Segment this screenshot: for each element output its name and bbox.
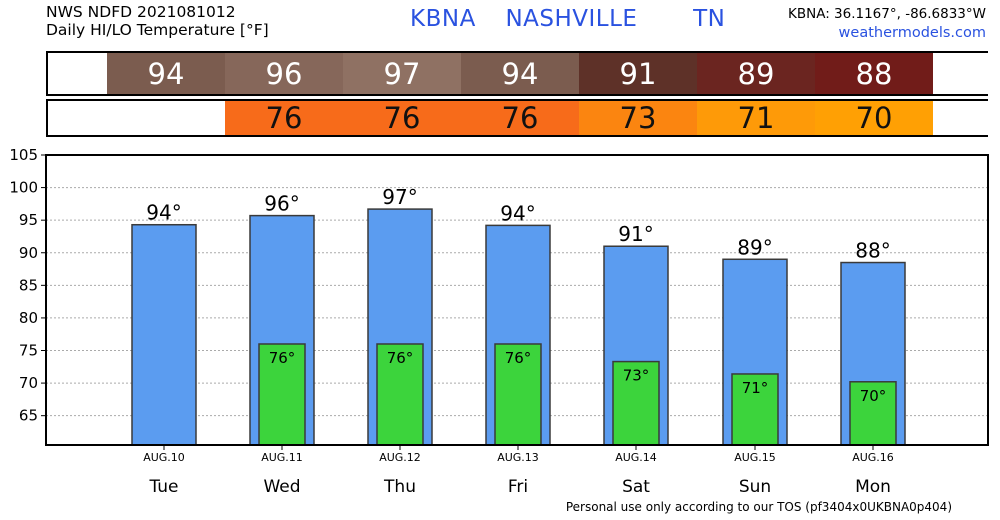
x-day-label: Sun <box>739 477 771 497</box>
low-cell: 73 <box>579 101 697 135</box>
x-day-label: Mon <box>855 477 891 497</box>
high-bar-label: 88° <box>855 239 890 263</box>
low-bar-label: 71° <box>742 379 769 397</box>
high-cell: 97 <box>343 53 461 94</box>
high-bar-label: 91° <box>618 222 653 246</box>
high-cell: 96 <box>225 53 343 94</box>
high-cell: 94 <box>107 53 225 94</box>
x-date-label: AUG.12 <box>379 451 421 464</box>
low-cell <box>48 101 107 135</box>
x-date-label: AUG.11 <box>261 451 303 464</box>
high-bar-label: 96° <box>264 192 299 216</box>
low-bar <box>612 360 660 446</box>
y-tick-label: 70 <box>19 374 38 392</box>
y-tick-label: 85 <box>19 276 38 294</box>
x-day-label: Fri <box>508 477 528 497</box>
low-cell: 76 <box>461 101 579 135</box>
y-tick-label: 105 <box>9 146 38 164</box>
high-cell <box>48 53 107 94</box>
x-date-label: AUG.10 <box>143 451 185 464</box>
low-bar <box>376 343 424 446</box>
y-tick-label: 75 <box>19 342 38 360</box>
high-temperature-strip: 94 96 97 94 91 89 88 <box>46 51 990 96</box>
low-cell <box>933 101 990 135</box>
chart-header-left: NWS NDFD 2021081012 Daily HI/LO Temperat… <box>46 3 269 39</box>
y-tick-label: 90 <box>19 244 38 262</box>
high-cell: 94 <box>461 53 579 94</box>
x-day-label: Sat <box>622 477 650 497</box>
low-cell: 71 <box>697 101 815 135</box>
model-run-label: NWS NDFD 2021081012 <box>46 3 236 21</box>
high-cell <box>933 53 990 94</box>
station-coordinates: KBNA: 36.1167°, -86.6833°W <box>787 6 986 22</box>
low-bar-label: 76° <box>505 349 532 367</box>
high-cell: 89 <box>697 53 815 94</box>
station-state: TN <box>693 6 726 32</box>
station-code: KBNA <box>410 6 476 32</box>
low-bar <box>494 343 542 446</box>
y-tick-label: 95 <box>19 211 38 229</box>
low-bar-label: 73° <box>623 367 650 385</box>
x-day-label: Wed <box>263 477 300 497</box>
low-temperature-strip: 76 76 76 73 71 70 <box>46 99 990 137</box>
y-tick-label: 80 <box>19 309 38 327</box>
station-name: NASHVILLE <box>505 6 638 32</box>
low-bar <box>731 373 779 446</box>
chart-header-right: KBNA: 36.1167°, -86.6833°W weathermodels… <box>788 5 986 43</box>
station-title: KBNA NASHVILLE TN <box>410 6 725 32</box>
low-bar-label: 70° <box>860 387 887 405</box>
low-cell: 76 <box>225 101 343 135</box>
low-bar <box>849 381 897 446</box>
x-day-label: Tue <box>148 477 178 497</box>
low-bar-label: 76° <box>387 349 414 367</box>
high-cell: 88 <box>815 53 933 94</box>
plot-frame <box>45 154 989 446</box>
low-cell <box>107 101 225 135</box>
high-cell: 91 <box>579 53 697 94</box>
high-bar <box>131 223 197 446</box>
high-bar-label: 89° <box>737 235 772 259</box>
x-date-label: AUG.15 <box>734 451 776 464</box>
low-cell: 76 <box>343 101 461 135</box>
y-tick-label: 65 <box>19 407 38 425</box>
y-tick-label: 100 <box>9 179 38 197</box>
x-date-label: AUG.14 <box>615 451 657 464</box>
low-cell: 70 <box>815 101 933 135</box>
chart-title: Daily HI/LO Temperature [°F] <box>46 21 269 39</box>
site-link[interactable]: weathermodels.com <box>838 25 986 41</box>
terms-footer: Personal use only according to our TOS (… <box>565 500 952 514</box>
low-bar <box>258 343 306 446</box>
x-day-label: Thu <box>383 477 416 497</box>
x-date-label: AUG.13 <box>497 451 539 464</box>
x-date-label: AUG.16 <box>852 451 894 464</box>
high-bar-label: 94° <box>146 201 181 225</box>
low-bar-label: 76° <box>269 349 296 367</box>
high-bar-label: 97° <box>382 185 417 209</box>
high-bar-label: 94° <box>500 201 535 225</box>
